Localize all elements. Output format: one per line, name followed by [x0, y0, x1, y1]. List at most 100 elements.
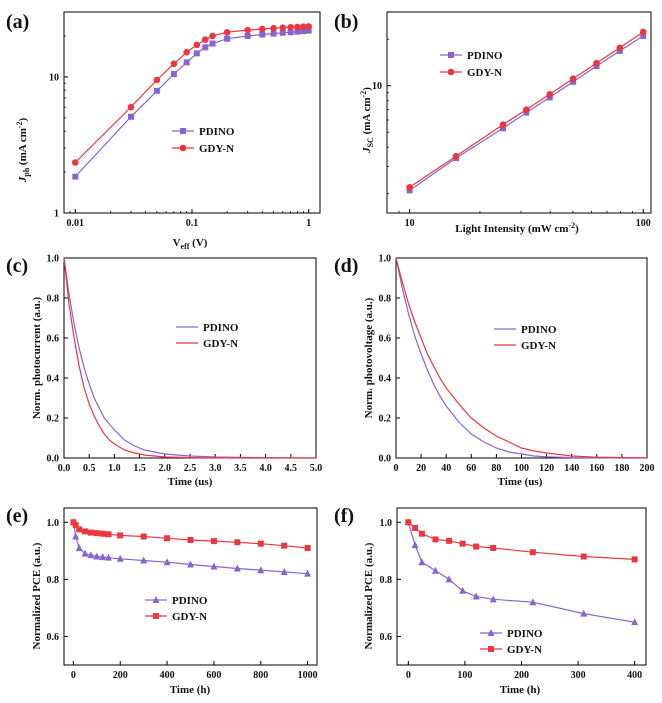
panel-b-series-gdy-n-point — [523, 106, 530, 113]
panel-a-series-pdino-point — [300, 28, 307, 35]
panel-f-series-gdy-n-point — [631, 556, 638, 563]
panel-a-series-gdy-n-point — [209, 32, 216, 40]
panel-f-legend-pdino-label: PDINO — [507, 628, 543, 640]
panel-f-series-gdy-n-point — [405, 519, 412, 526]
panel-f-ylabel: Normalized PCE (a.u.) — [363, 542, 375, 649]
panel-b-ylabel: JSC (mA cm-2) — [359, 87, 375, 154]
panel-a-xlabel: Veff (V) — [173, 237, 208, 251]
panel-c-ytick-label: 0.4 — [47, 374, 60, 385]
panel-c-ylabel: Norm. photocurrent (a.u.) — [31, 297, 43, 420]
panel-c-series-gdy-n-line — [63, 257, 316, 459]
panel-a-legend-pdino-marker — [180, 128, 186, 134]
panel-a-series-gdy-n-point — [127, 103, 135, 111]
panel-a-series-gdy-n-point — [287, 23, 294, 31]
panel-a-series-pdino-point — [244, 32, 251, 39]
panel-f-series-pdino-point — [580, 609, 588, 617]
panel-e-series-pdino-point — [87, 551, 95, 559]
panel-e-series-gdy-n-point — [257, 540, 264, 547]
panel-d-series-pdino-line — [395, 257, 647, 459]
panel-f-series-pdino-point — [445, 575, 453, 583]
panel-a-legend-gdy-n-label: GDY-N — [199, 143, 234, 155]
panel-f-series-gdy-n-point — [432, 536, 439, 543]
panel-b-series-pdino-point — [499, 125, 506, 132]
panel-e-plot: 0 200 400 600 800 1000 0.6 0.8 1.0 PDINO GDY-N — [47, 507, 318, 681]
panel-c-xtick-label: 2.0 — [159, 463, 172, 474]
panel-e-series-gdy-n-point — [82, 528, 89, 535]
panel-e-series-pdino-point — [233, 564, 241, 572]
panel-d-series-gdy-n-line — [395, 257, 648, 459]
panel-e-series-pdino-point — [81, 549, 89, 557]
panel-a-series-pdino-point — [287, 29, 294, 36]
panel-f-legend-gdy-n-marker — [488, 646, 494, 652]
panel-c-legend-gdy-n-label: GDY-N — [203, 338, 238, 350]
panel-c-xtick-label: 4.0 — [259, 463, 272, 474]
panel-e-xtick-label: 600 — [206, 670, 221, 681]
panel-e-series-gdy-n-point — [281, 542, 288, 549]
panel-c-xtick-label: 5.0 — [310, 463, 323, 474]
panel-d-xtick-label: 60 — [466, 463, 476, 474]
panel-e-series-gdy-n-point — [87, 529, 94, 536]
panel-a-series-pdino-point — [153, 87, 160, 94]
panel-f-series-gdy-n-point — [490, 544, 497, 551]
panel-f-xtick-label: 300 — [571, 670, 586, 681]
panel-d-ytick-label: 0.4 — [379, 374, 392, 385]
panel-f-series-pdino-point — [529, 598, 537, 606]
panel-c-ytick-label: 0.2 — [47, 414, 60, 425]
panel-f-series-pdino-point — [431, 566, 439, 574]
panel-d-ytick-label: 0.2 — [379, 414, 392, 425]
panel-d: (d) Norm. photovoltage (a.u.) Time (us) … — [334, 254, 655, 489]
panel-f-series-pdino-point — [411, 541, 419, 549]
panel-e-xtick-label: 400 — [160, 670, 175, 681]
panel-f-series-pdino-point — [489, 595, 497, 603]
panel-a-legend-pdino-label: PDINO — [199, 126, 235, 138]
panel-c-plot: 0.0 0.5 1.0 1.5 2.0 2.5 3.0 3.5 4.0 4.5 5.0 0.0 0.2 0… — [47, 254, 323, 475]
panel-c-xlabel: Time (us) — [168, 476, 213, 488]
panel-a-series-pdino-point — [183, 59, 190, 66]
panel-f-series-gdy-n-line — [407, 521, 635, 560]
panel-a-series-pdino-line — [74, 30, 309, 178]
panel-b-ytick-label: 10 — [372, 81, 382, 92]
panel-d-ytick-label: 1.0 — [379, 254, 392, 265]
panel-c-series-pdino-line — [63, 257, 316, 459]
panel-d-legend-gdy-n-label: GDY-N — [521, 340, 556, 352]
panel-b-xtick-label: 100 — [636, 218, 651, 229]
panel-a-series-pdino-point — [193, 50, 200, 57]
panel-d-xtick-label: 120 — [539, 463, 554, 474]
panel-c-letter: (c) — [6, 255, 28, 277]
panel-f-series-gdy-n-point — [412, 524, 419, 531]
panel-d-xtick-label: 0 — [394, 463, 399, 474]
panel-f-ytick-label: 0.8 — [380, 575, 393, 586]
panel-a-series-pdino-point — [127, 113, 134, 120]
panel-f-series-gdy-n-point — [580, 553, 587, 560]
panel-e-series-pdino-point — [140, 556, 148, 564]
panel-b-series-gdy-n-point — [499, 121, 507, 128]
panel-a-series-gdy-n-point — [300, 23, 307, 30]
panel-f-series-pdino-point — [472, 592, 480, 600]
panel-a-series-gdy-n-point — [153, 76, 161, 84]
panel-e-ytick-label: 0.8 — [47, 575, 60, 586]
panel-a-series-gdy-n-line — [74, 25, 309, 163]
panel-e-series-gdy-n-point — [234, 539, 241, 546]
panel-e-series-gdy-n-point — [187, 536, 194, 543]
panel-e-legend-gdy-n-marker — [153, 613, 159, 619]
panel-d-ytick-label: 0.8 — [379, 294, 392, 305]
panel-b-legend-gdy-n-marker — [447, 68, 455, 76]
panel-f-ytick-label: 1.0 — [380, 518, 393, 529]
panel-f-ytick-label: 0.6 — [380, 632, 393, 643]
panel-e-series-gdy-n-point — [210, 538, 217, 545]
panel-a-series-pdino-point — [209, 40, 216, 47]
panel-e-series-gdy-n-point — [164, 535, 171, 542]
panel-b-legend-gdy-n-label: GDY-N — [467, 67, 502, 79]
panel-c: (c) Norm. photocurrent (a.u.) Time (us) … — [6, 254, 322, 489]
panel-a-ytick-label: 10 — [49, 72, 59, 83]
panel-a-series-pdino-point — [294, 28, 301, 35]
panel-d-xtick-label: 180 — [614, 463, 629, 474]
panel-b-letter: (b) — [334, 11, 358, 33]
panel-a-series-gdy-n-point — [244, 26, 251, 34]
panel-b-series-gdy-n-point — [546, 90, 554, 98]
panel-b-xtick-label: 10 — [405, 218, 415, 229]
panel-a-xtick-label: 1 — [306, 218, 311, 229]
panel-b: (b) JSC (mA cm-2) Light Intensity (mW cm… — [334, 11, 652, 235]
panel-e-legend-pdino-label: PDINO — [172, 595, 208, 607]
panel-c-xtick-label: 0.0 — [58, 463, 71, 474]
